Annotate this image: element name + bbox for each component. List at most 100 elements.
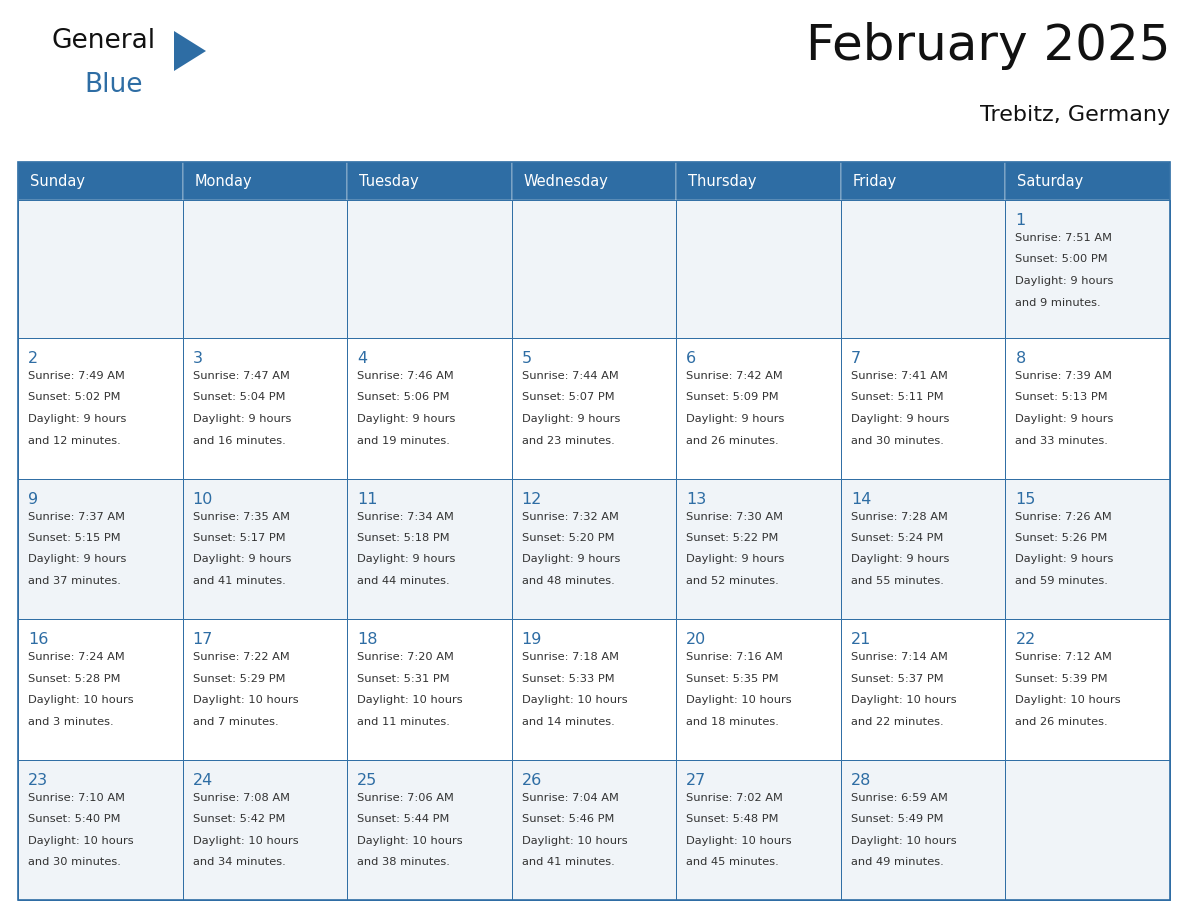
Text: Sunset: 5:49 PM: Sunset: 5:49 PM	[851, 814, 943, 824]
Text: Daylight: 9 hours: Daylight: 9 hours	[1016, 554, 1114, 565]
Text: Sunrise: 7:47 AM: Sunrise: 7:47 AM	[192, 371, 290, 381]
Text: 1: 1	[1016, 213, 1025, 228]
Text: Friday: Friday	[853, 174, 897, 188]
Text: and 23 minutes.: and 23 minutes.	[522, 435, 614, 445]
Text: Sunrise: 7:30 AM: Sunrise: 7:30 AM	[687, 511, 783, 521]
Text: and 37 minutes.: and 37 minutes.	[29, 576, 121, 586]
Text: 20: 20	[687, 632, 707, 647]
Text: Sunrise: 7:28 AM: Sunrise: 7:28 AM	[851, 511, 948, 521]
Text: Sunrise: 7:34 AM: Sunrise: 7:34 AM	[358, 511, 454, 521]
Text: Sunrise: 7:14 AM: Sunrise: 7:14 AM	[851, 652, 948, 662]
Text: Sunset: 5:06 PM: Sunset: 5:06 PM	[358, 393, 449, 402]
Bar	[183, 759, 347, 900]
Text: Daylight: 10 hours: Daylight: 10 hours	[522, 695, 627, 705]
Text: Wednesday: Wednesday	[524, 174, 608, 188]
Text: Sunrise: 7:35 AM: Sunrise: 7:35 AM	[192, 511, 290, 521]
Text: 2: 2	[29, 351, 38, 366]
Text: Sunrise: 7:02 AM: Sunrise: 7:02 AM	[687, 792, 783, 802]
Text: Monday: Monday	[195, 174, 252, 188]
Text: Sunset: 5:20 PM: Sunset: 5:20 PM	[522, 533, 614, 543]
Text: Sunset: 5:00 PM: Sunset: 5:00 PM	[1016, 254, 1108, 264]
Bar	[841, 759, 1005, 900]
Text: Daylight: 9 hours: Daylight: 9 hours	[1016, 414, 1114, 424]
Text: Thursday: Thursday	[688, 174, 757, 188]
Bar	[347, 200, 512, 338]
Text: and 52 minutes.: and 52 minutes.	[687, 576, 779, 586]
Text: and 19 minutes.: and 19 minutes.	[358, 435, 450, 445]
Text: Daylight: 9 hours: Daylight: 9 hours	[687, 414, 784, 424]
Text: Daylight: 10 hours: Daylight: 10 hours	[687, 695, 792, 705]
Bar	[18, 619, 183, 759]
Bar	[512, 338, 676, 478]
Text: and 26 minutes.: and 26 minutes.	[1016, 717, 1108, 726]
Bar	[347, 619, 512, 759]
Text: Sunrise: 7:04 AM: Sunrise: 7:04 AM	[522, 792, 619, 802]
Text: Sunrise: 7:16 AM: Sunrise: 7:16 AM	[687, 652, 783, 662]
Text: Daylight: 10 hours: Daylight: 10 hours	[192, 835, 298, 845]
Bar	[841, 200, 1005, 338]
Text: General: General	[52, 28, 156, 54]
Text: Sunset: 5:28 PM: Sunset: 5:28 PM	[29, 674, 120, 684]
Bar	[347, 478, 512, 619]
Text: and 30 minutes.: and 30 minutes.	[851, 435, 943, 445]
Bar	[841, 162, 1005, 200]
Text: 11: 11	[358, 491, 378, 507]
Text: Daylight: 10 hours: Daylight: 10 hours	[192, 695, 298, 705]
Text: 16: 16	[29, 632, 49, 647]
Text: and 14 minutes.: and 14 minutes.	[522, 717, 614, 726]
Text: Sunset: 5:04 PM: Sunset: 5:04 PM	[192, 393, 285, 402]
Text: 8: 8	[1016, 351, 1025, 366]
Text: and 12 minutes.: and 12 minutes.	[29, 435, 121, 445]
Text: and 18 minutes.: and 18 minutes.	[687, 717, 779, 726]
Text: Sunrise: 7:44 AM: Sunrise: 7:44 AM	[522, 371, 619, 381]
Polygon shape	[173, 31, 206, 71]
Text: Sunset: 5:39 PM: Sunset: 5:39 PM	[1016, 674, 1108, 684]
Text: and 7 minutes.: and 7 minutes.	[192, 717, 278, 726]
Text: Blue: Blue	[84, 72, 143, 98]
Text: and 41 minutes.: and 41 minutes.	[192, 576, 285, 586]
Bar	[512, 162, 676, 200]
Text: and 48 minutes.: and 48 minutes.	[522, 576, 614, 586]
Bar	[18, 200, 183, 338]
Text: Daylight: 9 hours: Daylight: 9 hours	[851, 554, 949, 565]
Text: Daylight: 9 hours: Daylight: 9 hours	[358, 554, 455, 565]
Bar	[18, 478, 183, 619]
Text: 13: 13	[687, 491, 707, 507]
Text: Daylight: 9 hours: Daylight: 9 hours	[522, 414, 620, 424]
Text: Sunrise: 7:49 AM: Sunrise: 7:49 AM	[29, 371, 125, 381]
Bar	[841, 338, 1005, 478]
Text: Sunrise: 7:41 AM: Sunrise: 7:41 AM	[851, 371, 948, 381]
Bar	[18, 162, 183, 200]
Text: 10: 10	[192, 491, 213, 507]
Text: Daylight: 9 hours: Daylight: 9 hours	[358, 414, 455, 424]
Text: Sunset: 5:02 PM: Sunset: 5:02 PM	[29, 393, 120, 402]
Text: 3: 3	[192, 351, 203, 366]
Text: Daylight: 10 hours: Daylight: 10 hours	[687, 835, 792, 845]
Bar	[676, 162, 841, 200]
Text: Daylight: 10 hours: Daylight: 10 hours	[358, 695, 463, 705]
Text: Sunset: 5:35 PM: Sunset: 5:35 PM	[687, 674, 779, 684]
Text: Sunset: 5:26 PM: Sunset: 5:26 PM	[1016, 533, 1107, 543]
Text: Sunrise: 7:37 AM: Sunrise: 7:37 AM	[29, 511, 125, 521]
Text: Sunrise: 7:08 AM: Sunrise: 7:08 AM	[192, 792, 290, 802]
Text: Sunset: 5:09 PM: Sunset: 5:09 PM	[687, 393, 779, 402]
Text: Sunset: 5:42 PM: Sunset: 5:42 PM	[192, 814, 285, 824]
Text: and 38 minutes.: and 38 minutes.	[358, 857, 450, 867]
Text: Daylight: 9 hours: Daylight: 9 hours	[851, 414, 949, 424]
Text: Sunset: 5:11 PM: Sunset: 5:11 PM	[851, 393, 943, 402]
Bar	[18, 759, 183, 900]
Bar	[18, 162, 1170, 900]
Text: Sunset: 5:18 PM: Sunset: 5:18 PM	[358, 533, 450, 543]
Bar	[183, 619, 347, 759]
Bar	[183, 162, 347, 200]
Text: Sunset: 5:31 PM: Sunset: 5:31 PM	[358, 674, 450, 684]
Text: Daylight: 9 hours: Daylight: 9 hours	[687, 554, 784, 565]
Bar	[512, 478, 676, 619]
Text: 25: 25	[358, 773, 378, 788]
Text: Sunset: 5:07 PM: Sunset: 5:07 PM	[522, 393, 614, 402]
Text: Daylight: 9 hours: Daylight: 9 hours	[29, 414, 126, 424]
Text: February 2025: February 2025	[805, 22, 1170, 70]
Text: Daylight: 9 hours: Daylight: 9 hours	[1016, 276, 1114, 286]
Text: 14: 14	[851, 491, 871, 507]
Bar	[183, 338, 347, 478]
